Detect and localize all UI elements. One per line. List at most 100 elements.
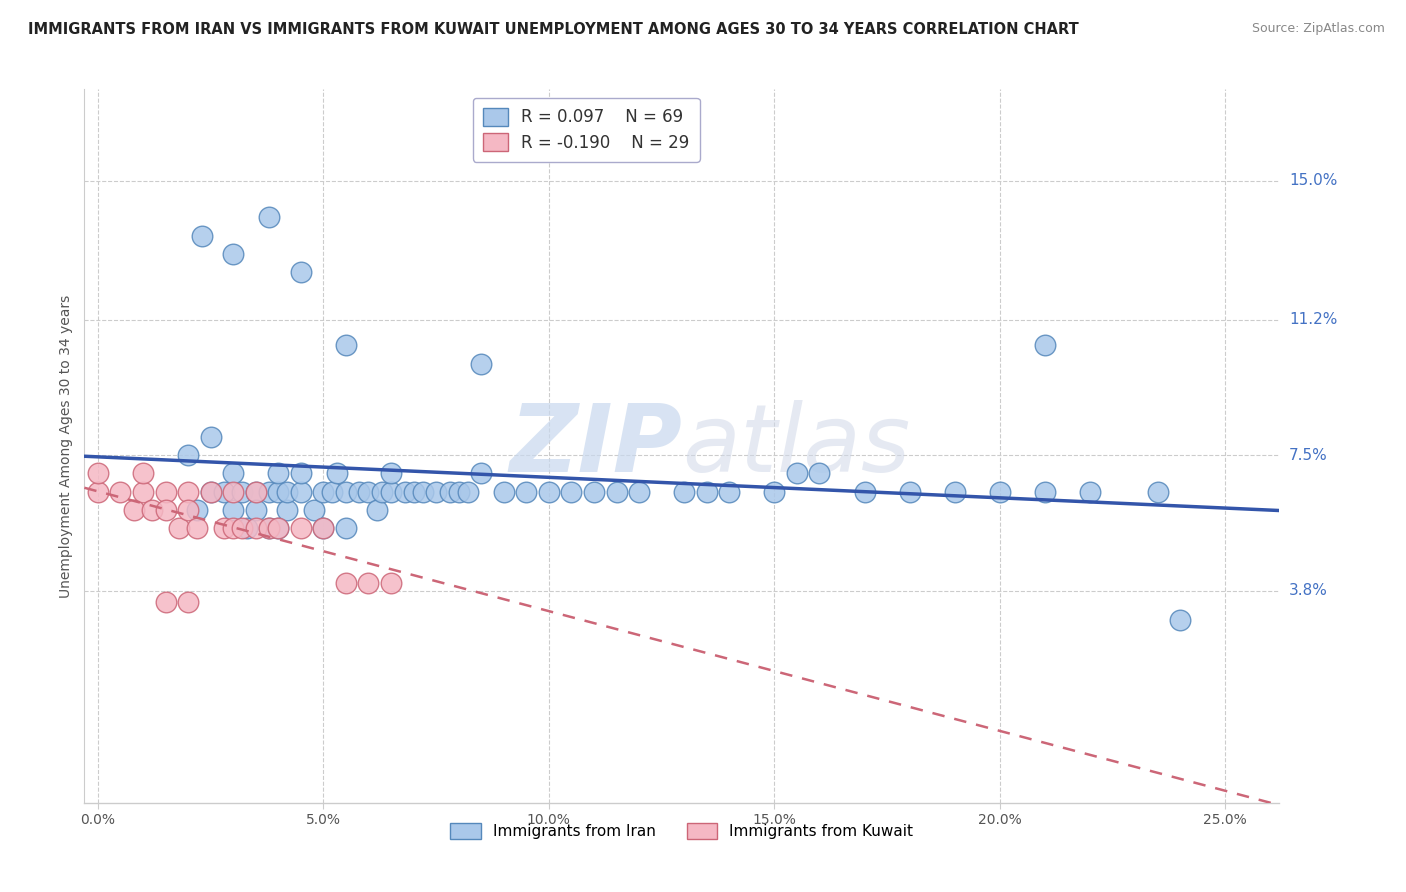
Point — [259, 521, 281, 535]
Point — [321, 484, 343, 499]
Point — [357, 576, 380, 591]
Point — [155, 484, 177, 499]
Text: 3.8%: 3.8% — [1289, 583, 1329, 598]
Point — [470, 357, 492, 371]
Point — [200, 484, 222, 499]
Point — [412, 484, 434, 499]
Point — [177, 594, 200, 608]
Point — [1033, 338, 1056, 352]
Point — [222, 521, 245, 535]
Point — [290, 484, 312, 499]
Point — [212, 521, 235, 535]
Point — [259, 484, 281, 499]
Point — [200, 430, 222, 444]
Point — [605, 484, 627, 499]
Point — [582, 484, 605, 499]
Point — [326, 467, 349, 481]
Point — [402, 484, 425, 499]
Point — [110, 484, 132, 499]
Point — [988, 484, 1011, 499]
Text: ZIP: ZIP — [509, 400, 682, 492]
Point — [312, 521, 335, 535]
Point — [357, 484, 380, 499]
Point — [132, 484, 155, 499]
Point — [943, 484, 966, 499]
Point — [492, 484, 515, 499]
Text: 15.0%: 15.0% — [1289, 173, 1337, 188]
Point — [122, 503, 145, 517]
Point — [1146, 484, 1168, 499]
Point — [259, 211, 281, 225]
Point — [312, 484, 335, 499]
Point — [853, 484, 876, 499]
Point — [222, 467, 245, 481]
Point — [200, 484, 222, 499]
Point — [537, 484, 560, 499]
Point — [167, 521, 190, 535]
Point — [245, 521, 267, 535]
Point — [290, 521, 312, 535]
Point — [696, 484, 718, 499]
Point — [245, 503, 267, 517]
Point — [87, 484, 110, 499]
Point — [231, 484, 253, 499]
Point — [141, 503, 163, 517]
Point — [235, 521, 257, 535]
Point — [212, 484, 235, 499]
Point — [439, 484, 461, 499]
Point — [366, 503, 388, 517]
Point — [808, 467, 831, 481]
Point — [457, 484, 479, 499]
Text: IMMIGRANTS FROM IRAN VS IMMIGRANTS FROM KUWAIT UNEMPLOYMENT AMONG AGES 30 TO 34 : IMMIGRANTS FROM IRAN VS IMMIGRANTS FROM … — [28, 22, 1078, 37]
Point — [312, 521, 335, 535]
Point — [628, 484, 651, 499]
Point — [245, 484, 267, 499]
Point — [276, 503, 298, 517]
Point — [155, 503, 177, 517]
Point — [259, 521, 281, 535]
Point — [425, 484, 447, 499]
Point — [177, 448, 200, 462]
Point — [1168, 613, 1191, 627]
Point — [515, 484, 537, 499]
Text: Source: ZipAtlas.com: Source: ZipAtlas.com — [1251, 22, 1385, 36]
Point — [155, 594, 177, 608]
Point — [267, 484, 290, 499]
Point — [267, 467, 290, 481]
Point — [186, 521, 208, 535]
Point — [335, 521, 357, 535]
Point — [470, 467, 492, 481]
Text: atlas: atlas — [682, 401, 910, 491]
Point — [177, 484, 200, 499]
Point — [380, 467, 402, 481]
Point — [763, 484, 786, 499]
Point — [560, 484, 582, 499]
Point — [380, 576, 402, 591]
Legend: Immigrants from Iran, Immigrants from Kuwait: Immigrants from Iran, Immigrants from Ku… — [444, 817, 920, 845]
Point — [898, 484, 921, 499]
Point — [335, 576, 357, 591]
Point — [222, 484, 245, 499]
Point — [304, 503, 326, 517]
Point — [222, 247, 245, 261]
Point — [245, 484, 267, 499]
Point — [718, 484, 741, 499]
Point — [276, 484, 298, 499]
Point — [190, 228, 212, 243]
Text: 7.5%: 7.5% — [1289, 448, 1327, 463]
Point — [447, 484, 470, 499]
Point — [177, 503, 200, 517]
Text: 11.2%: 11.2% — [1289, 312, 1337, 327]
Point — [394, 484, 416, 499]
Y-axis label: Unemployment Among Ages 30 to 34 years: Unemployment Among Ages 30 to 34 years — [59, 294, 73, 598]
Point — [231, 521, 253, 535]
Point — [1033, 484, 1056, 499]
Point — [267, 521, 290, 535]
Point — [335, 338, 357, 352]
Point — [87, 467, 110, 481]
Point — [1078, 484, 1101, 499]
Point — [132, 467, 155, 481]
Point — [267, 521, 290, 535]
Point — [371, 484, 394, 499]
Point — [673, 484, 696, 499]
